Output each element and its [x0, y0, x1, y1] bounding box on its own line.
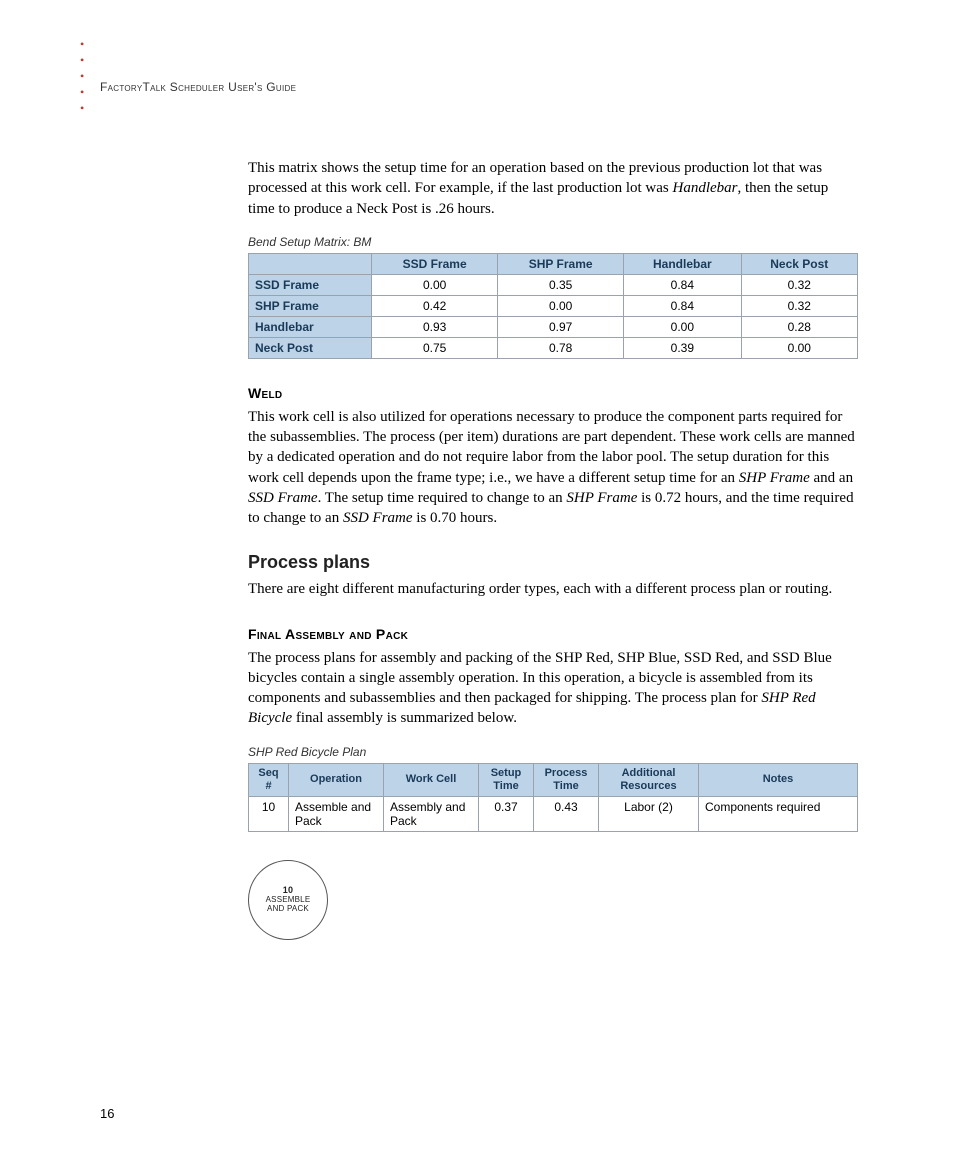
plan-col-header: Seq # [249, 763, 289, 796]
matrix-header-row: SSD Frame SHP Frame Handlebar Neck Post [249, 253, 858, 274]
bullet-icon: • [80, 70, 84, 82]
intro-paragraph: This matrix shows the setup time for an … [248, 158, 858, 219]
plan-col-header: Operation [289, 763, 384, 796]
matrix-row: SSD Frame 0.00 0.35 0.84 0.32 [249, 274, 858, 295]
plan-cell: 10 [249, 796, 289, 831]
matrix-row-label: SSD Frame [249, 274, 372, 295]
bullet-icon: • [80, 102, 84, 114]
plan-cell: Labor (2) [599, 796, 699, 831]
plan-cell: Assembly and Pack [384, 796, 479, 831]
weld-heading: Weld [248, 385, 858, 401]
plan-caption: SHP Red Bicycle Plan [248, 745, 858, 759]
matrix-cell: 0.00 [624, 316, 741, 337]
page-number: 16 [100, 1106, 114, 1121]
matrix-cell: 0.75 [372, 337, 498, 358]
plan-cell: Assemble and Pack [289, 796, 384, 831]
node-line: AND PACK [267, 905, 309, 914]
plan-col-header: Setup Time [479, 763, 534, 796]
intro-italic: Handlebar [672, 180, 737, 196]
matrix-row-label: Handlebar [249, 316, 372, 337]
matrix-cell: 0.00 [498, 295, 624, 316]
final-assembly-paragraph: The process plans for assembly and packi… [248, 648, 858, 729]
matrix-corner [249, 253, 372, 274]
matrix-cell: 0.39 [624, 337, 741, 358]
plan-col-header: Notes [699, 763, 858, 796]
page: • • • • • FactoryTalk Scheduler User's G… [0, 0, 954, 1163]
matrix-cell: 0.00 [741, 337, 857, 358]
matrix-col-header: SHP Frame [498, 253, 624, 274]
process-plans-paragraph: There are eight different manufacturing … [248, 579, 858, 599]
process-plans-heading: Process plans [248, 552, 858, 573]
final-assembly-heading: Final Assembly and Pack [248, 626, 858, 642]
matrix-col-header: SSD Frame [372, 253, 498, 274]
matrix-row: Neck Post 0.75 0.78 0.39 0.00 [249, 337, 858, 358]
matrix-row-label: SHP Frame [249, 295, 372, 316]
plan-cell: 0.43 [534, 796, 599, 831]
plan-col-header: Additional Resources [599, 763, 699, 796]
bend-setup-matrix: SSD Frame SHP Frame Handlebar Neck Post … [248, 253, 858, 359]
matrix-caption: Bend Setup Matrix: BM [248, 235, 858, 249]
bullet-icon: • [80, 86, 84, 98]
matrix-row-label: Neck Post [249, 337, 372, 358]
plan-col-header: Process Time [534, 763, 599, 796]
running-head: FactoryTalk Scheduler User's Guide [100, 80, 296, 94]
process-node-diagram: 10 ASSEMBLE AND PACK [248, 860, 858, 940]
matrix-cell: 0.35 [498, 274, 624, 295]
matrix-row: Handlebar 0.93 0.97 0.00 0.28 [249, 316, 858, 337]
matrix-cell: 0.42 [372, 295, 498, 316]
plan-row: 10 Assemble and Pack Assembly and Pack 0… [249, 796, 858, 831]
margin-bullets: • • • • • [80, 38, 84, 114]
bullet-icon: • [80, 38, 84, 50]
matrix-cell: 0.93 [372, 316, 498, 337]
matrix-cell: 0.32 [741, 295, 857, 316]
matrix-cell: 0.97 [498, 316, 624, 337]
process-node: 10 ASSEMBLE AND PACK [248, 860, 328, 940]
matrix-cell: 0.84 [624, 274, 741, 295]
matrix-cell: 0.00 [372, 274, 498, 295]
matrix-cell: 0.32 [741, 274, 857, 295]
plan-header-row: Seq # Operation Work Cell Setup Time Pro… [249, 763, 858, 796]
matrix-cell: 0.28 [741, 316, 857, 337]
matrix-row: SHP Frame 0.42 0.00 0.84 0.32 [249, 295, 858, 316]
matrix-col-header: Handlebar [624, 253, 741, 274]
plan-cell: 0.37 [479, 796, 534, 831]
matrix-col-header: Neck Post [741, 253, 857, 274]
matrix-cell: 0.84 [624, 295, 741, 316]
bullet-icon: • [80, 54, 84, 66]
plan-cell: Components required [699, 796, 858, 831]
matrix-cell: 0.78 [498, 337, 624, 358]
weld-paragraph: This work cell is also utilized for oper… [248, 407, 858, 529]
content: This matrix shows the setup time for an … [248, 158, 858, 940]
shp-red-plan-table: Seq # Operation Work Cell Setup Time Pro… [248, 763, 858, 832]
plan-col-header: Work Cell [384, 763, 479, 796]
